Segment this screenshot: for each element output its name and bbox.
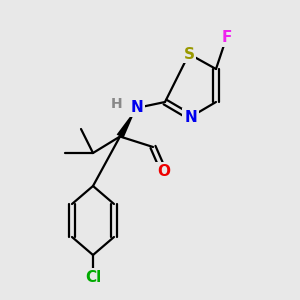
Text: O: O — [157, 164, 170, 178]
Text: N: N — [130, 100, 143, 116]
Text: H: H — [111, 97, 123, 110]
Text: S: S — [184, 46, 194, 62]
Text: Cl: Cl — [85, 270, 101, 285]
Text: N: N — [184, 110, 197, 124]
Text: F: F — [221, 30, 232, 45]
Polygon shape — [117, 108, 136, 139]
